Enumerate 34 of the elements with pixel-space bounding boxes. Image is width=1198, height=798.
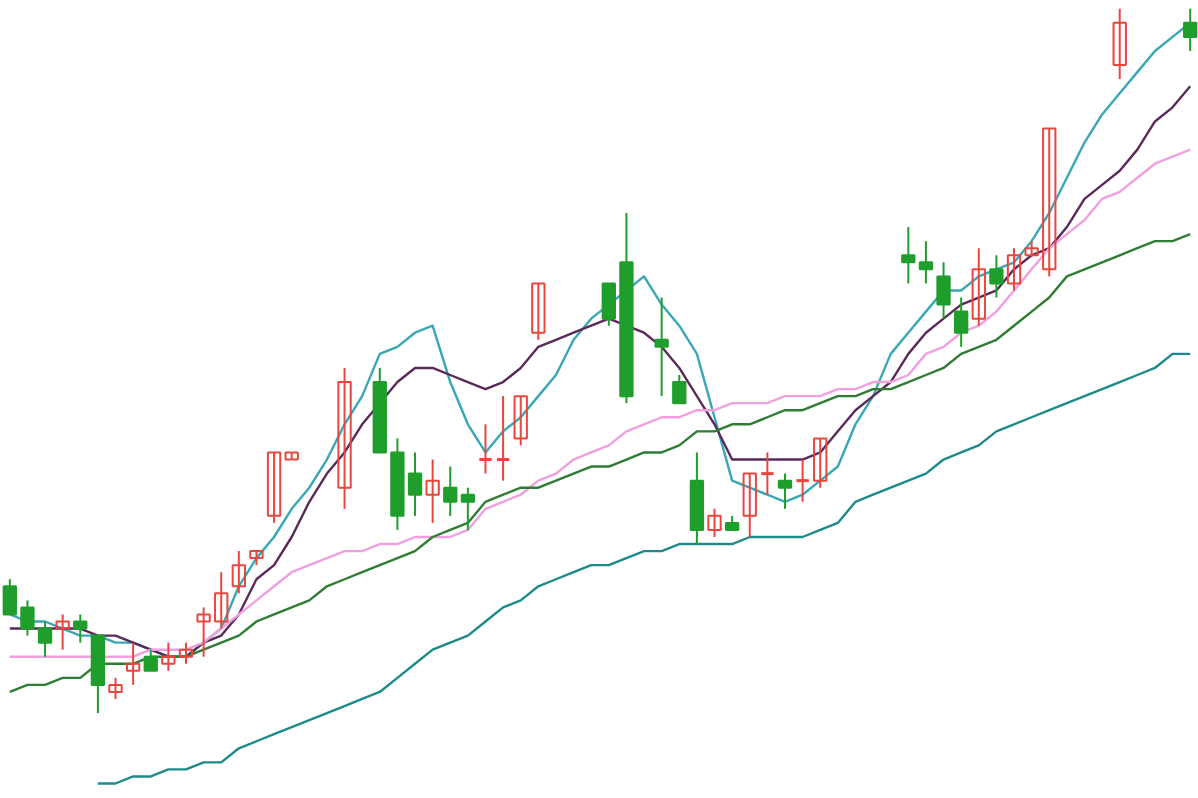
candlestick xyxy=(108,676,123,700)
candlestick xyxy=(918,240,934,285)
candlestick xyxy=(813,437,828,489)
candlestick xyxy=(531,282,546,341)
candlestick xyxy=(989,254,1004,299)
candlestick xyxy=(477,423,494,475)
candlestick xyxy=(672,374,687,405)
candlestick xyxy=(143,648,158,672)
candlestick xyxy=(654,296,669,398)
candlestick xyxy=(125,641,141,686)
candlestick xyxy=(337,366,352,510)
candlestick xyxy=(1112,7,1127,81)
candlestick xyxy=(161,641,176,672)
candlestick xyxy=(707,507,722,538)
candlestick xyxy=(55,613,70,651)
candlestick xyxy=(777,472,793,510)
candlestick xyxy=(460,486,476,531)
candlestick xyxy=(742,472,757,538)
candlestick xyxy=(971,247,986,327)
candlestick xyxy=(1006,247,1022,292)
candlestick xyxy=(1183,7,1198,53)
candlestick xyxy=(231,550,246,595)
candlestick xyxy=(759,451,776,496)
candlestick xyxy=(936,261,951,320)
candlestick xyxy=(513,395,528,447)
candlestick xyxy=(266,451,282,524)
candlestick xyxy=(495,395,511,482)
candlestick xyxy=(901,226,916,285)
candlestick xyxy=(954,296,969,348)
candlestick xyxy=(425,458,440,524)
candlestick xyxy=(794,458,811,503)
candlestick xyxy=(443,465,458,517)
candlestick xyxy=(73,613,88,644)
candlestick xyxy=(178,641,194,665)
